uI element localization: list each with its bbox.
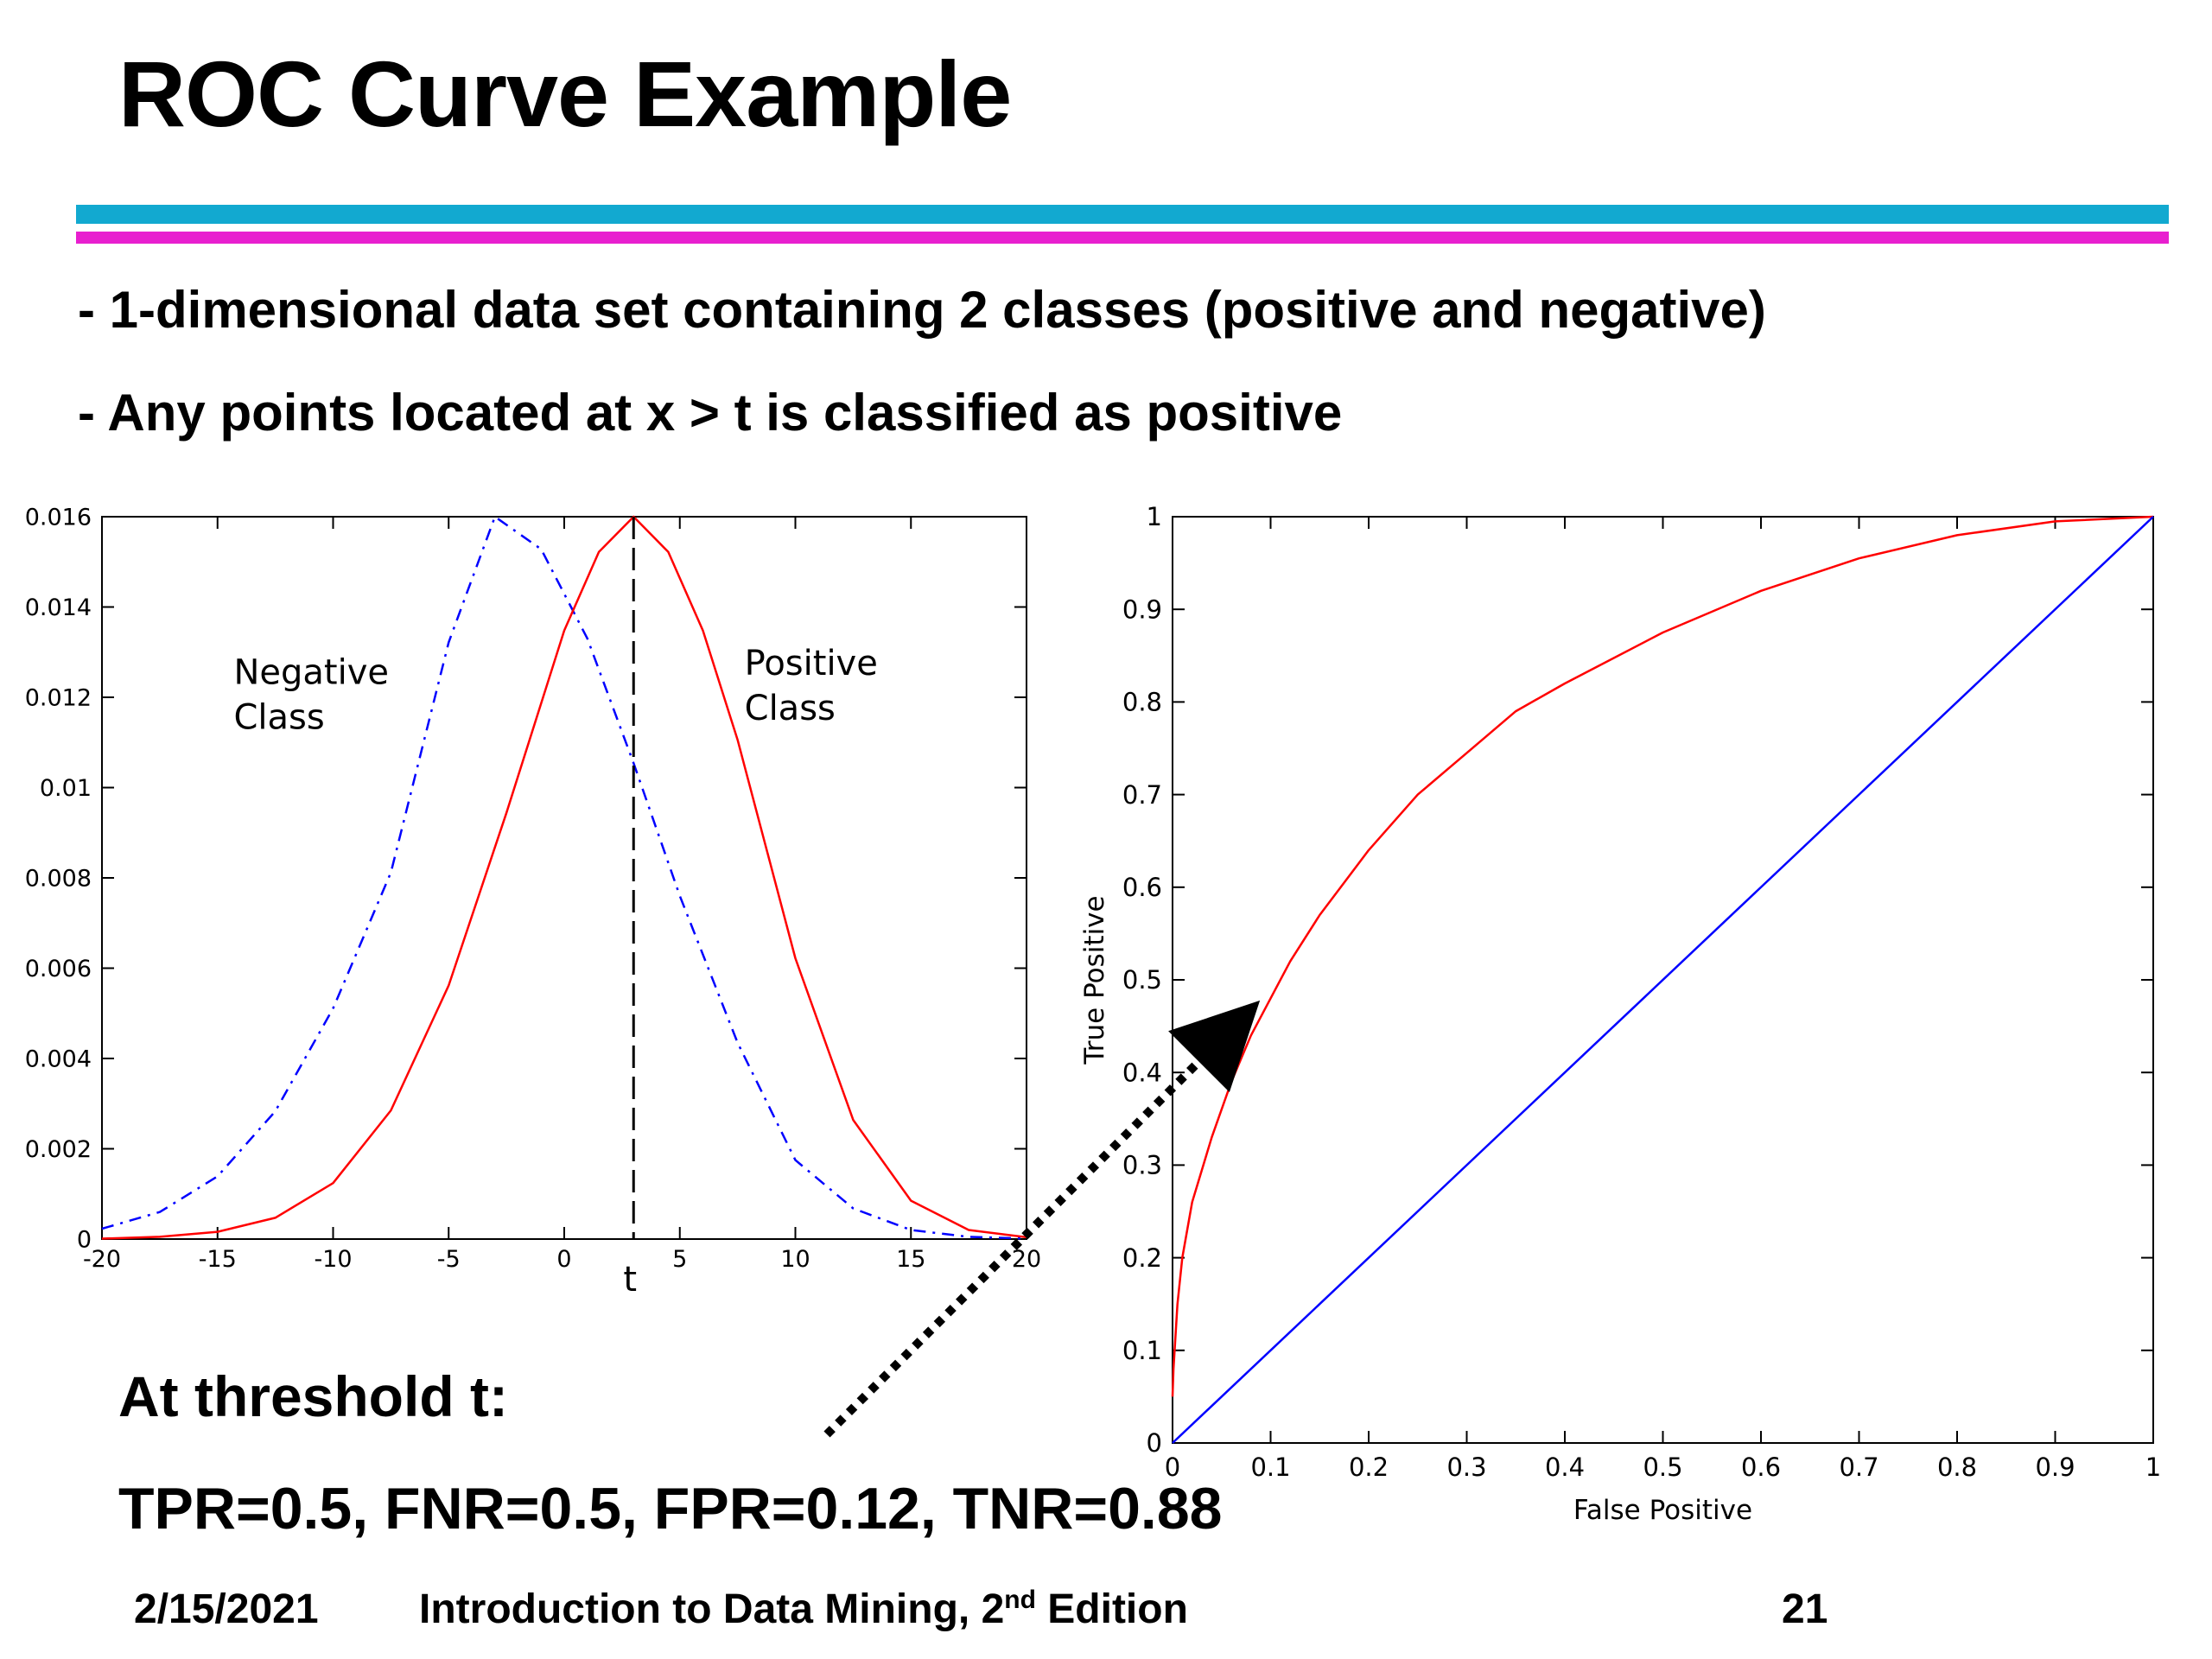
- x-tick-label: 15: [896, 1246, 925, 1273]
- x-tick-label: 20: [1012, 1246, 1041, 1273]
- bullet-data-set: - 1-dimensional data set containing 2 cl…: [78, 281, 1766, 339]
- x-tick-label: 0.4: [1545, 1452, 1585, 1482]
- footer-date: 2/15/2021: [134, 1586, 319, 1632]
- y-tick-label: 0.01: [40, 775, 92, 802]
- x-tick-label: -10: [314, 1246, 352, 1273]
- footer-page-number: 21: [1782, 1586, 1828, 1632]
- x-tick-label: 5: [672, 1246, 687, 1273]
- y-tick-label: 0.012: [25, 684, 92, 711]
- y-tick-label: 0.008: [25, 865, 92, 892]
- footer-book-title-tail: Edition: [1035, 1586, 1188, 1632]
- class-annotation: Negative: [233, 652, 389, 692]
- bullet-classification-rule: - Any points located at x > t is classif…: [78, 384, 1343, 442]
- x-tick-label: 0.1: [1250, 1452, 1290, 1482]
- y-tick-label: 0.002: [25, 1136, 92, 1163]
- title-rule-cyan: [76, 205, 2169, 224]
- y-tick-label: 0: [1147, 1428, 1162, 1458]
- y-tick-label: 0.014: [25, 594, 92, 621]
- class-annotation: Class: [745, 689, 836, 728]
- class-annotation: Positive: [745, 644, 878, 683]
- y-tick-label: 0.5: [1122, 965, 1162, 995]
- threshold-label: t: [623, 1260, 637, 1300]
- y-tick-label: 0.8: [1122, 688, 1162, 717]
- negative-class-line: [101, 515, 1027, 1240]
- y-tick-label: 0: [77, 1226, 92, 1253]
- y-tick-label: 0.4: [1122, 1058, 1162, 1087]
- y-tick-label: 1: [1147, 502, 1162, 531]
- class-annotation: Class: [233, 698, 324, 738]
- threshold-to-roc-arrow: [823, 1000, 1261, 1438]
- y-tick-label: 0.016: [25, 504, 92, 531]
- series-1-line: [1171, 515, 2154, 1397]
- y-tick-label: 0.9: [1122, 594, 1162, 624]
- slide-title: ROC Curve Example: [118, 41, 1012, 146]
- x-tick-label: 1: [2145, 1452, 2161, 1482]
- x-tick-label: 0.5: [1643, 1452, 1682, 1482]
- threshold-metrics: TPR=0.5, FNR=0.5, FPR=0.12, TNR=0.88: [118, 1476, 1223, 1541]
- x-tick-label: 0: [1165, 1452, 1180, 1482]
- positive-class-line: [101, 515, 1027, 1240]
- x-axis-label: False Positive: [1573, 1495, 1752, 1526]
- axes-frame: [101, 516, 1027, 1240]
- y-axis-label: True Positive: [1079, 895, 1110, 1065]
- x-tick-label: 0.3: [1446, 1452, 1486, 1482]
- threshold-heading: At threshold t:: [118, 1364, 508, 1428]
- x-tick-label: 0.9: [2035, 1452, 2075, 1482]
- x-tick-label: 0.8: [1937, 1452, 1977, 1482]
- footer-book-title-main: Introduction to Data Mining, 2: [419, 1586, 1005, 1632]
- x-tick-label: 0.6: [1741, 1452, 1781, 1482]
- x-tick-label: -20: [83, 1246, 121, 1273]
- y-tick-label: 0.006: [25, 956, 92, 982]
- y-tick-label: 0.004: [25, 1046, 92, 1072]
- footer-book-title-sup: nd: [1004, 1586, 1036, 1614]
- roc-chart: 0 0.1 0.2 0.3 0.4 0.5 0.6 0.7 0.8 0.9 1 0 0.1 0.2 0.3 0…: [1079, 502, 2161, 1526]
- x-tick-label: 0: [556, 1246, 571, 1273]
- title-rule-magenta: [76, 232, 2169, 244]
- density-chart: -20 -15 -10 -5 0 5 10 15 20 0 0.002 0.004 0.006 0.008…: [25, 504, 1041, 1300]
- footer-book-title: Introduction to Data Mining, 2nd Edition: [419, 1586, 1188, 1633]
- y-tick-label: 0.1: [1122, 1336, 1162, 1365]
- x-tick-label: 0.2: [1349, 1452, 1389, 1482]
- y-tick-label: 0.3: [1122, 1151, 1162, 1180]
- y-tick-label: 0.7: [1122, 780, 1162, 810]
- y-tick-label: 0.2: [1122, 1243, 1162, 1273]
- x-tick-label: 10: [780, 1246, 810, 1273]
- x-tick-label: -15: [199, 1246, 237, 1273]
- x-tick-label: 0.7: [1839, 1452, 1878, 1482]
- y-tick-label: 0.6: [1122, 873, 1162, 902]
- x-tick-label: -5: [437, 1246, 461, 1273]
- series-2-line: [1172, 516, 2154, 1444]
